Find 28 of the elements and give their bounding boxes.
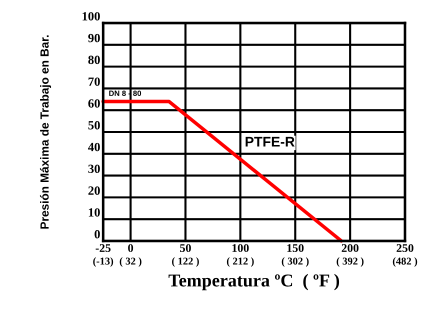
x-tick-label: -25 xyxy=(96,244,111,252)
y-tick-label: 90 xyxy=(88,34,100,42)
x-tick-label: 100 xyxy=(232,244,249,252)
y-tick-label: 20 xyxy=(88,186,100,195)
y-tick-label: 40 xyxy=(88,142,100,152)
x2-tick-label: ( 392 ) xyxy=(336,257,364,267)
x-tick-label: 50 xyxy=(180,244,191,252)
x-tick-label: 0 xyxy=(128,244,134,252)
x2-tick-label: ( 302 ) xyxy=(282,257,309,267)
y-tick-label: 30 xyxy=(88,164,100,174)
y-tick-label: 70 xyxy=(88,77,100,86)
x-tick-label: 150 xyxy=(287,244,304,252)
y-tick-label: 0 xyxy=(94,230,100,238)
x2-tick-label: ( 122 ) xyxy=(172,257,199,267)
x-tick-label: 250 xyxy=(396,244,414,252)
x2-tick-label: (-13) xyxy=(93,257,114,267)
x-tick-label: 200 xyxy=(342,244,359,252)
y-tick-label: 50 xyxy=(88,121,100,130)
x-axis-title: Temperatura ºC ( ºF ) xyxy=(168,274,340,290)
x2-tick-label: ( 32 ) xyxy=(120,257,142,267)
x2-tick-label: ( 212 ) xyxy=(226,257,254,267)
x2-tick-label: (482 ) xyxy=(392,257,418,267)
series-label: PTFE-R xyxy=(246,136,295,146)
y-axis-title: Presión Máxima de Trabajo en Bar. xyxy=(40,35,52,229)
y-tick-label: 60 xyxy=(88,99,100,108)
y-tick-label: 10 xyxy=(88,208,100,217)
y-tick-label: 80 xyxy=(88,56,100,64)
y-tick-label: 100 xyxy=(82,12,100,20)
